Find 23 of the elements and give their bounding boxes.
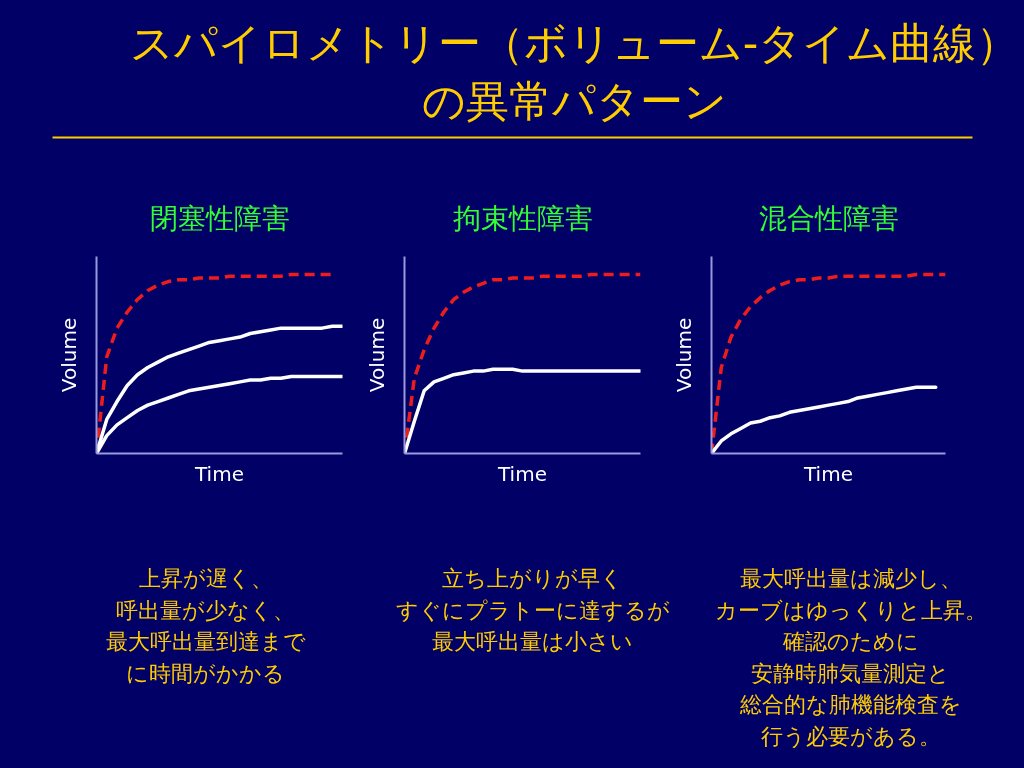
- text: 立ち上がりが早く: [442, 566, 623, 591]
- text: 最大呼出量は減少し、: [739, 566, 962, 591]
- text: 行う必要がある。: [760, 723, 941, 749]
- y-axis-title: Volume: [56, 317, 81, 393]
- chart-title: 混合性障害: [758, 201, 899, 235]
- y-axis-title: Volume: [364, 317, 389, 393]
- text: 上昇が遅く、: [138, 566, 273, 591]
- text: 最大呼出量到達まで: [105, 629, 306, 654]
- x-axis-title: Time: [194, 461, 244, 486]
- text: 確認のために: [781, 629, 919, 654]
- x-axis-title: Time: [803, 461, 853, 486]
- text: カーブはゆっくりと上昇。: [714, 597, 987, 623]
- y-axis-title: Volume: [671, 317, 696, 393]
- text: スパイロメトリー（ボリューム-タイム曲線）の異常パターン: [129, 17, 1020, 126]
- x-axis-title: Time: [497, 461, 547, 486]
- text: 安静時肺気量測定と: [751, 660, 950, 686]
- text: すぐにプラトーに達するが: [395, 597, 670, 623]
- text: に時間がかかる: [126, 660, 285, 686]
- text: 呼出量が少なく、: [116, 597, 295, 623]
- chart-title: 閉塞性障害: [149, 201, 290, 235]
- chart-title: 拘束性障害: [452, 201, 593, 235]
- text: 総合的な肺機能検査を: [738, 692, 962, 717]
- text: 最大呼出量は小さい: [432, 629, 633, 654]
